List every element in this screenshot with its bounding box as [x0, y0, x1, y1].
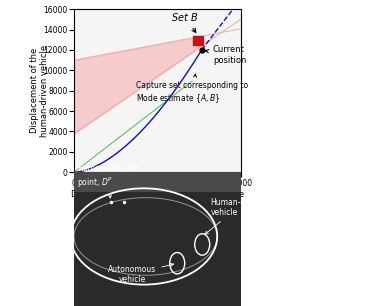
Y-axis label: Displacement of the
human-driven vehicle: Displacement of the human-driven vehicle	[30, 45, 49, 137]
Text: Capture set corresponding to
Mode estimate $\{A, B\}$: Capture set corresponding to Mode estima…	[137, 74, 249, 105]
Bar	[74, 172, 240, 192]
Text: Human-decision
point, $D^P$: Human-decision point, $D^P$	[77, 164, 139, 198]
Text: Set $B$: Set $B$	[171, 11, 199, 32]
Bar	[193, 36, 203, 45]
Text: Human-driven
vehicle: Human-driven vehicle	[205, 198, 265, 234]
Text: Autonomous
vehicle: Autonomous vehicle	[108, 263, 174, 284]
X-axis label: Displacement of the autonomous vehicle: Displacement of the autonomous vehicle	[71, 190, 244, 199]
Text: Current
position: Current position	[205, 45, 246, 65]
